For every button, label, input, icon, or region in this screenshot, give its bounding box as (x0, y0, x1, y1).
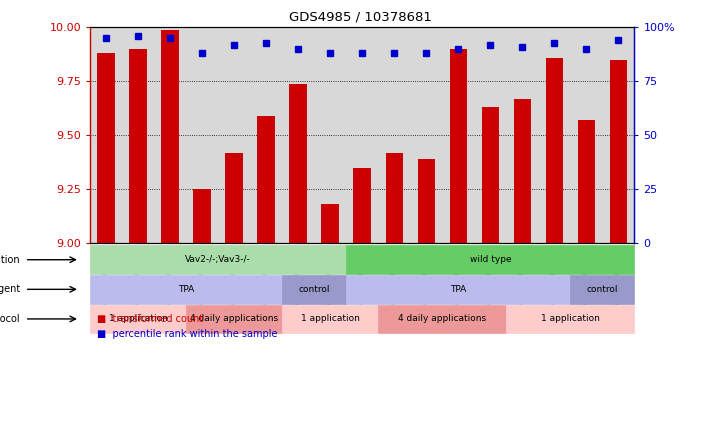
Bar (450, 49, 467, 243)
Text: 4 daily applications: 4 daily applications (398, 314, 487, 324)
Bar (257, 116, 275, 243)
Bar (578, 120, 596, 243)
Text: ■  transformed count: ■ transformed count (97, 314, 203, 324)
Text: GDS4985 / 10378681: GDS4985 / 10378681 (289, 11, 432, 24)
Text: Vav2-/-;Vav3-/-: Vav2-/-;Vav3-/- (185, 255, 251, 264)
Bar (289, 84, 307, 243)
Bar (386, 153, 403, 243)
Bar (226, 153, 243, 243)
Text: TPA: TPA (450, 285, 466, 294)
Text: wild type: wild type (469, 255, 511, 264)
Bar (97, 53, 115, 243)
Text: control: control (298, 285, 330, 294)
Text: 1 application: 1 application (109, 314, 167, 324)
Bar (353, 168, 371, 243)
Bar (610, 60, 627, 243)
Bar (193, 189, 211, 243)
Text: 1 application: 1 application (301, 314, 360, 324)
Text: agent: agent (0, 284, 20, 294)
Bar (417, 159, 435, 243)
Text: control: control (587, 285, 618, 294)
Text: 1 application: 1 application (541, 314, 600, 324)
Text: TPA: TPA (178, 285, 195, 294)
Bar (129, 49, 147, 243)
Bar (546, 58, 563, 243)
Bar (513, 99, 531, 243)
Text: protocol: protocol (0, 314, 20, 324)
Bar (162, 30, 179, 243)
Text: 4 daily applications: 4 daily applications (190, 314, 278, 324)
Bar (322, 204, 339, 243)
Text: genotype/variation: genotype/variation (0, 255, 20, 265)
Bar (482, 107, 499, 243)
Text: ■  percentile rank within the sample: ■ percentile rank within the sample (97, 329, 278, 339)
